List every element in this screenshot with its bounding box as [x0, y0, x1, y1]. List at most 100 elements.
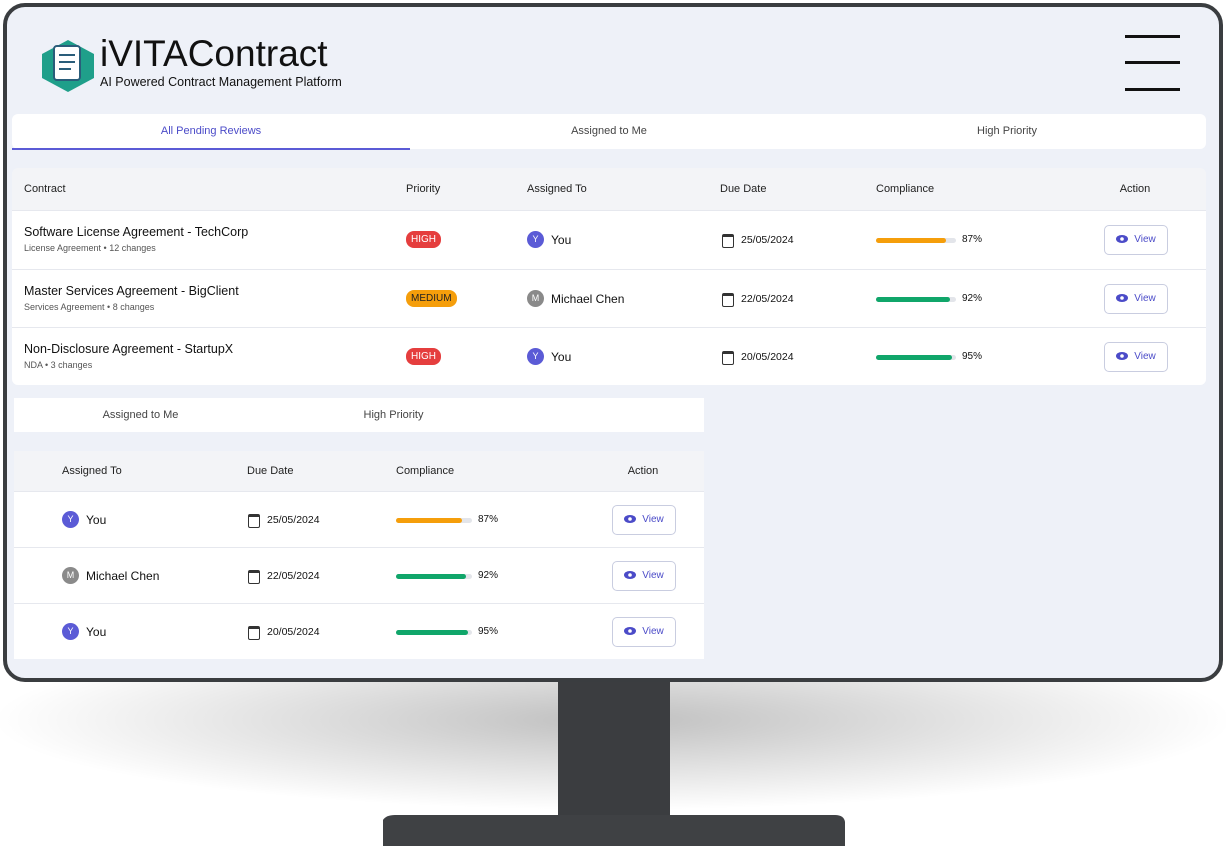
eye-icon: [1116, 293, 1129, 302]
view-button[interactable]: View: [1104, 225, 1168, 256]
compliance-track: [396, 630, 472, 635]
column-header: Contract: [24, 183, 66, 195]
table-row: Y You 20/05/2024 95% View: [14, 603, 704, 659]
compliance-label: 95%: [478, 626, 499, 637]
column-header: Due Date: [247, 465, 294, 477]
calendar-icon: [722, 234, 734, 249]
review-table: Contract Priority Assigned To Due Date Compl…: [12, 168, 1206, 385]
avatar: M: [527, 289, 544, 307]
priority-badge: MEDIUM: [406, 289, 457, 307]
column-header: Assigned To: [527, 183, 587, 195]
menu-button[interactable]: [1125, 33, 1181, 91]
compliance-bar: [396, 518, 463, 523]
compliance-label: 87%: [962, 234, 983, 246]
avatar: Y: [527, 348, 544, 366]
tab[interactable]: Assigned to Me: [571, 125, 647, 137]
eye-icon: [624, 515, 637, 523]
logo: [42, 40, 94, 92]
button-label: View: [642, 626, 664, 637]
compliance-bar: [396, 574, 466, 579]
tab[interactable]: Assigned to Me: [102, 409, 179, 421]
column-header: Compliance: [876, 183, 935, 195]
compliance-bar: [876, 355, 952, 361]
assignee: You: [551, 350, 572, 365]
view-button[interactable]: View: [612, 617, 676, 647]
tab-bar: Assigned to Me High Priority: [14, 398, 704, 432]
eye-icon: [1116, 235, 1129, 244]
table-row: Non-Disclosure Agreement - StartupX NDA •…: [12, 327, 1206, 385]
table-row: M Michael Chen 22/05/2024 92% View: [14, 547, 704, 604]
column-header: Assigned To: [62, 465, 122, 477]
column-header: Priority: [406, 183, 441, 195]
review-table: Assigned To Due Date Compliance Action Y You 2…: [14, 451, 704, 659]
compliance-label: 92%: [962, 292, 983, 304]
view-button[interactable]: View: [1104, 283, 1168, 314]
avatar: Y: [62, 511, 79, 528]
view-button[interactable]: View: [1104, 342, 1168, 373]
button-label: View: [642, 570, 664, 581]
contract-name: Software License Agreement - TechCorp: [24, 225, 249, 240]
due-date: 22/05/2024: [741, 292, 794, 305]
eye-icon: [624, 571, 637, 579]
contract-details: License Agreement • 12 changes: [24, 243, 156, 254]
due-date: 25/05/2024: [267, 514, 320, 526]
contract-details: Services Agreement • 8 changes: [24, 301, 155, 312]
tab[interactable]: High Priority: [977, 125, 1037, 137]
calendar-icon: [722, 351, 734, 366]
due-date: 25/05/2024: [741, 234, 794, 247]
table-row: Master Services Agreement - BigClient Ser…: [12, 268, 1206, 328]
calendar-icon: [248, 514, 260, 528]
due-date: 20/05/2024: [741, 351, 794, 364]
button-label: View: [1134, 292, 1156, 304]
tab[interactable]: All Pending Reviews: [12, 114, 410, 150]
compliance-label: 95%: [962, 351, 983, 363]
table-row: Y You 25/05/2024 87% View: [14, 491, 704, 548]
priority-badge: HIGH: [406, 231, 441, 249]
compliance-track: [396, 518, 472, 523]
avatar: Y: [527, 231, 544, 249]
assignee: You: [86, 625, 107, 639]
column-header: Action: [1119, 183, 1151, 195]
column-header: Compliance: [396, 465, 455, 477]
compliance-track: [876, 238, 956, 244]
compliance-label: 87%: [478, 514, 499, 525]
due-date: 20/05/2024: [267, 626, 320, 638]
compliance-track: [396, 574, 472, 579]
assignee: You: [86, 513, 107, 527]
tab-bar: All Pending Reviews Assigned to Me High Pr…: [12, 114, 1206, 150]
view-button[interactable]: View: [612, 561, 676, 591]
contract-name: Non-Disclosure Agreement - StartupX: [24, 342, 234, 357]
eye-icon: [624, 627, 637, 635]
eye-icon: [1116, 352, 1129, 361]
button-label: View: [642, 514, 664, 525]
priority-badge: HIGH: [406, 348, 441, 366]
avatar: Y: [62, 623, 79, 640]
column-header: Action: [627, 465, 659, 477]
view-button[interactable]: View: [612, 505, 676, 535]
screen: iVITAContract AI Powered Contract Manage…: [3, 3, 1223, 682]
compliance-track: [876, 355, 956, 361]
contract-name: Master Services Agreement - BigClient: [24, 283, 239, 298]
tab[interactable]: High Priority: [363, 409, 424, 421]
table-row: Software License Agreement - TechCorp Lic…: [12, 210, 1206, 270]
due-date: 22/05/2024: [267, 570, 320, 582]
app-subtitle: AI Powered Contract Management Platform: [100, 75, 342, 89]
column-header: Due Date: [720, 183, 767, 195]
button-label: View: [1134, 351, 1156, 363]
contract-details: NDA • 3 changes: [24, 360, 93, 371]
compliance-track: [876, 296, 956, 302]
app-title: iVITAContract: [100, 33, 328, 74]
calendar-icon: [248, 626, 260, 640]
compliance-label: 92%: [478, 570, 499, 581]
compliance-bar: [876, 296, 950, 302]
assignee: Michael Chen: [551, 291, 625, 306]
button-label: View: [1134, 234, 1156, 246]
assignee: You: [551, 233, 572, 248]
calendar-icon: [722, 292, 734, 307]
compliance-bar: [876, 238, 946, 244]
assignee: Michael Chen: [86, 569, 160, 583]
avatar: M: [62, 567, 79, 584]
calendar-icon: [248, 570, 260, 584]
compliance-bar: [396, 630, 469, 635]
